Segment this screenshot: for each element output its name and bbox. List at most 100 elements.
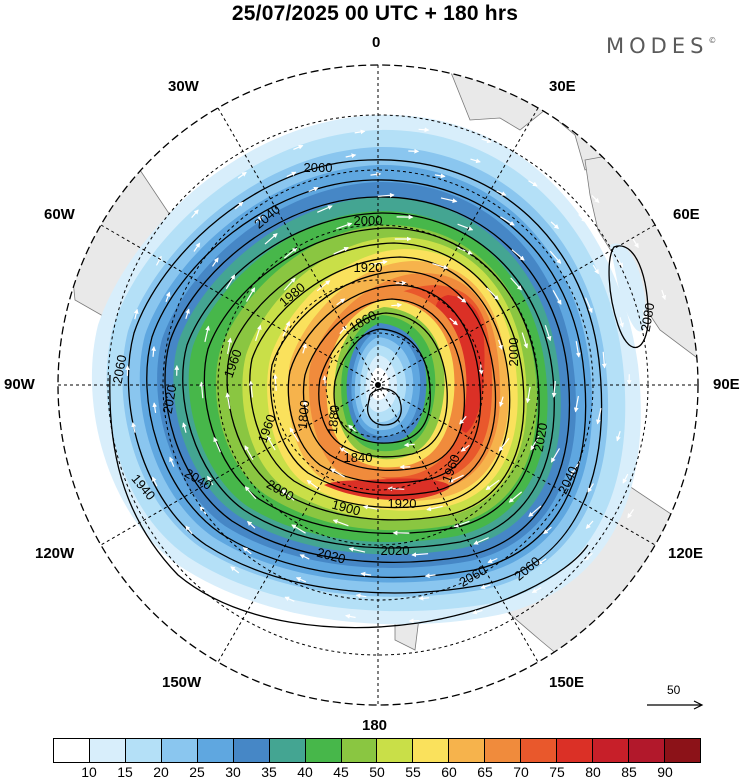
- wind-vector: [622, 473, 629, 484]
- lon-label-90e: 90E: [713, 376, 740, 393]
- wind-vector: [500, 216, 515, 226]
- colorbar-swatch: [521, 739, 558, 762]
- wind-vector: [370, 171, 382, 177]
- wind-vector: [591, 194, 600, 203]
- wind-vector: [550, 221, 559, 230]
- wind-speed-colorbar: [53, 738, 701, 763]
- wind-vector: [540, 160, 550, 168]
- wind-vector: [510, 277, 522, 291]
- wind-vector: [169, 456, 175, 467]
- wind-vector: [453, 520, 470, 528]
- wind-vector: [283, 277, 296, 291]
- wind-vector: [424, 573, 436, 579]
- wind-vector: [282, 320, 290, 337]
- contour-line: [249, 256, 511, 509]
- wind-vector: [360, 571, 372, 577]
- colorbar-swatch: [125, 739, 162, 762]
- wind-vector: [528, 180, 538, 187]
- wind-vector: [348, 424, 357, 433]
- wind-vector: [151, 346, 156, 357]
- modes-logo: MODES©: [606, 34, 716, 58]
- colorbar-tick-label: 30: [225, 764, 241, 780]
- wind-vector: [544, 325, 552, 342]
- wind-vector: [418, 595, 430, 601]
- wind-vector: [213, 436, 221, 453]
- map-title: 25/07/2025 00 UTC + 180 hrs: [231, 2, 519, 25]
- colorbar-tick-label: 80: [585, 764, 601, 780]
- wind-vector: [336, 222, 353, 230]
- wind-vector: [191, 209, 199, 218]
- colorbar-tick-label: 25: [189, 764, 205, 780]
- polar-stereographic-map: 2060 2000 1920 2040 1980 1860 2080 2020 …: [57, 64, 699, 706]
- wind-vector: [303, 399, 308, 411]
- wind-vector: [244, 445, 254, 460]
- wind-vector: [499, 396, 504, 407]
- wind-vector: [185, 525, 193, 535]
- wind-vector: [617, 258, 624, 268]
- contour-line: [203, 227, 540, 535]
- wind-vectors: [125, 127, 680, 624]
- wind-vector: [133, 308, 139, 320]
- wind-vector: [255, 324, 262, 341]
- contour-label: 2000: [354, 213, 383, 228]
- colorbar-swatch: [269, 739, 306, 762]
- wind-vector: [131, 422, 137, 433]
- wind-vector: [355, 593, 367, 599]
- wind-vector: [481, 138, 492, 144]
- contour-label: 1800: [295, 400, 312, 430]
- wind-vector: [354, 129, 366, 135]
- wind-vector: [449, 317, 458, 326]
- contour-label: 1920: [354, 260, 383, 275]
- colorbar-swatch: [557, 739, 594, 762]
- colorbar-tick-label: 50: [369, 764, 385, 780]
- wind-vector: [587, 483, 594, 493]
- wind-vector: [498, 339, 503, 351]
- wind-vector: [508, 491, 523, 503]
- wind-vector: [550, 448, 561, 463]
- wind-vector: [227, 337, 233, 355]
- wind-vector: [302, 343, 307, 354]
- lon-label-90w: 90W: [4, 376, 35, 393]
- wind-vector: [661, 289, 667, 301]
- wind-vector: [480, 584, 491, 590]
- wind-vector: [521, 332, 529, 349]
- colorbar-swatch: [629, 739, 665, 762]
- wind-vector: [299, 554, 310, 560]
- wind-80-band-south: [324, 478, 450, 501]
- brand-text: MODES: [606, 34, 709, 58]
- contour-label: 2060: [110, 354, 130, 385]
- wind-vector: [434, 173, 446, 179]
- wind-vector: [411, 552, 429, 558]
- wind-vector: [264, 233, 278, 245]
- lon-label-60w: 60W: [44, 206, 75, 223]
- wind-vector: [242, 547, 252, 555]
- wind-vector: [377, 192, 395, 198]
- wind-vector: [281, 489, 295, 501]
- colorbar-tick-label: 15: [117, 764, 133, 780]
- wind-vector: [537, 558, 547, 565]
- wind-vector: [391, 302, 403, 308]
- pole-marker: [375, 382, 381, 388]
- colorbar-swatch: [377, 739, 414, 762]
- wind-vector: [348, 547, 366, 553]
- wind-vector: [283, 247, 298, 259]
- contour-line: [269, 270, 497, 496]
- wind-vector: [286, 171, 297, 178]
- wind-vector: [472, 609, 483, 615]
- colorbar-tick-label: 35: [261, 764, 277, 780]
- wind-vector: [330, 468, 346, 478]
- contour-line: [287, 284, 482, 484]
- wind-vector: [333, 247, 349, 255]
- wind-vector: [152, 402, 158, 413]
- wind-vector: [308, 186, 319, 193]
- wind-vector: [345, 614, 356, 619]
- wind-vector: [244, 486, 257, 500]
- contour-label: 1840: [344, 450, 373, 465]
- wind-vector: [473, 537, 489, 545]
- wind-reference-label: 50: [667, 683, 681, 697]
- wind-vector: [485, 479, 500, 491]
- colorbar-tick-label: 45: [333, 764, 349, 780]
- wind-vector: [225, 392, 231, 410]
- contour-label: 2020: [160, 384, 180, 415]
- height-contours: [109, 159, 649, 629]
